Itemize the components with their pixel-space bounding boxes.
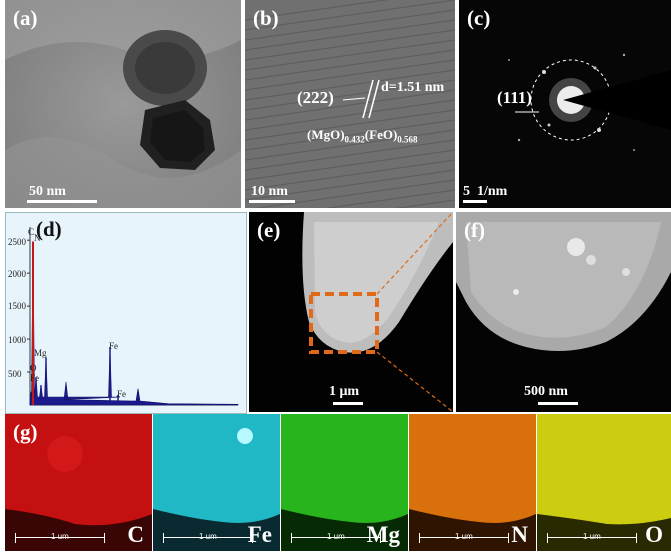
map-mg-scale-bar: 1 um <box>291 532 381 543</box>
map-mg-scale-text: 1 um <box>327 532 345 541</box>
phase-mgo-fraction: 0.432 <box>344 134 365 145</box>
ytick-2000: 2000 <box>8 269 26 279</box>
panel-b-scale-bar <box>249 200 295 203</box>
map-c-scale-bar: 1 um <box>15 532 105 543</box>
panel-e-scale-bar <box>333 402 363 405</box>
panel-a-tem-image: (a) 50 nm <box>5 0 241 208</box>
map-o-scale-text: 1 um <box>583 532 601 541</box>
map-fe-scale-bar: 1 um <box>163 532 253 543</box>
ring-index-111: (111) <box>497 88 532 107</box>
phase-formula: (MgO)0.432(FeO)0.568 <box>307 127 418 145</box>
n-map-texture <box>409 414 536 551</box>
ytick-500: 500 <box>8 369 22 379</box>
panel-g-label: (g) <box>13 420 38 444</box>
phase-feo: (FeO) <box>364 127 398 142</box>
peak-label-fe-1: Fe <box>109 341 118 351</box>
panel-f-label: (f) <box>464 218 485 242</box>
map-panel-c: (g) C 1 um <box>5 414 152 551</box>
eds-axes <box>29 227 238 406</box>
panel-b-scale-text: 10 nm <box>251 184 288 199</box>
peak-label-fe-low: Fe <box>30 373 39 383</box>
panel-a-scale-bar <box>27 200 97 203</box>
ytick-2500: 2500 <box>8 237 26 247</box>
phase-feo-fraction: 0.568 <box>397 134 418 145</box>
ytick-1500: 1500 <box>8 301 26 311</box>
map-o-scale-bar: 1 um <box>547 532 637 543</box>
peak-label-o: O <box>30 363 37 373</box>
mg-map-texture <box>281 414 408 551</box>
plane-index-222: (222) <box>297 88 334 107</box>
map-label-mg: Mg <box>366 522 400 547</box>
map-n-scale-bar: 1 um <box>419 532 509 543</box>
panel-f-scale-bar <box>538 402 578 405</box>
panel-c-saed-pattern: (c) (111) 5 1/nm <box>459 0 671 208</box>
map-label-n: N <box>511 522 528 547</box>
panel-d-label: (d) <box>36 217 62 241</box>
panel-f-scale-text: 500 nm <box>524 384 568 399</box>
map-panel-mg: Mg 1 um <box>281 414 408 551</box>
panel-e-scale-text: 1 μm <box>329 384 360 399</box>
d-spacing-label: d=1.51 nm <box>381 80 445 95</box>
fe-map-texture <box>153 414 280 551</box>
map-label-fe: Fe <box>247 522 272 547</box>
peak-label-c: C <box>28 227 35 237</box>
map-fe-scale-text: 1 um <box>199 532 217 541</box>
panel-b-label: (b) <box>253 6 279 30</box>
ytick-1000: 1000 <box>8 335 26 345</box>
peak-label-n: N <box>34 233 41 243</box>
panel-c-scale-bar <box>463 200 487 203</box>
sem-zoom-image <box>456 212 671 412</box>
eds-spectrum-fill <box>29 241 239 406</box>
map-c-scale-text: 1 um <box>51 532 69 541</box>
eds-spectrum-chart <box>27 227 239 406</box>
panel-d-eds-spectrum: (d) 2500 2000 1500 1000 500 C N Mg O Fe … <box>5 212 247 414</box>
panel-e-label: (e) <box>257 218 281 242</box>
map-label-o: O <box>645 522 663 547</box>
diffraction-pattern-image <box>459 0 671 208</box>
panel-e-sem-image: (e) 1 μm <box>249 212 453 412</box>
panel-b-hrtem-image: (b) (222) d=1.51 nm (MgO)0.432(FeO)0.568… <box>245 0 455 208</box>
panel-c-label: (c) <box>467 6 491 30</box>
map-panel-o: O 1 um <box>537 414 671 551</box>
map-panel-n: N 1 um <box>409 414 536 551</box>
tem-particles-image <box>5 0 241 208</box>
peak-label-fe-2: Fe <box>117 389 126 399</box>
map-n-scale-text: 1 um <box>455 532 473 541</box>
map-label-c: C <box>127 522 144 547</box>
sem-particle-image <box>249 212 453 412</box>
phase-mgo: (MgO) <box>307 127 345 142</box>
peak-label-mg: Mg <box>34 348 47 358</box>
panel-f-sem-zoom-image: (f) 500 nm <box>456 212 671 412</box>
c-map-texture <box>5 414 152 551</box>
map-panel-fe: Fe 1 um <box>153 414 280 551</box>
panel-c-scale-text: 5 1/nm <box>463 184 508 199</box>
panel-a-scale-text: 50 nm <box>29 184 66 199</box>
o-map-texture <box>537 414 671 551</box>
panel-a-label: (a) <box>13 6 38 30</box>
lattice-fringes-image <box>245 0 455 208</box>
